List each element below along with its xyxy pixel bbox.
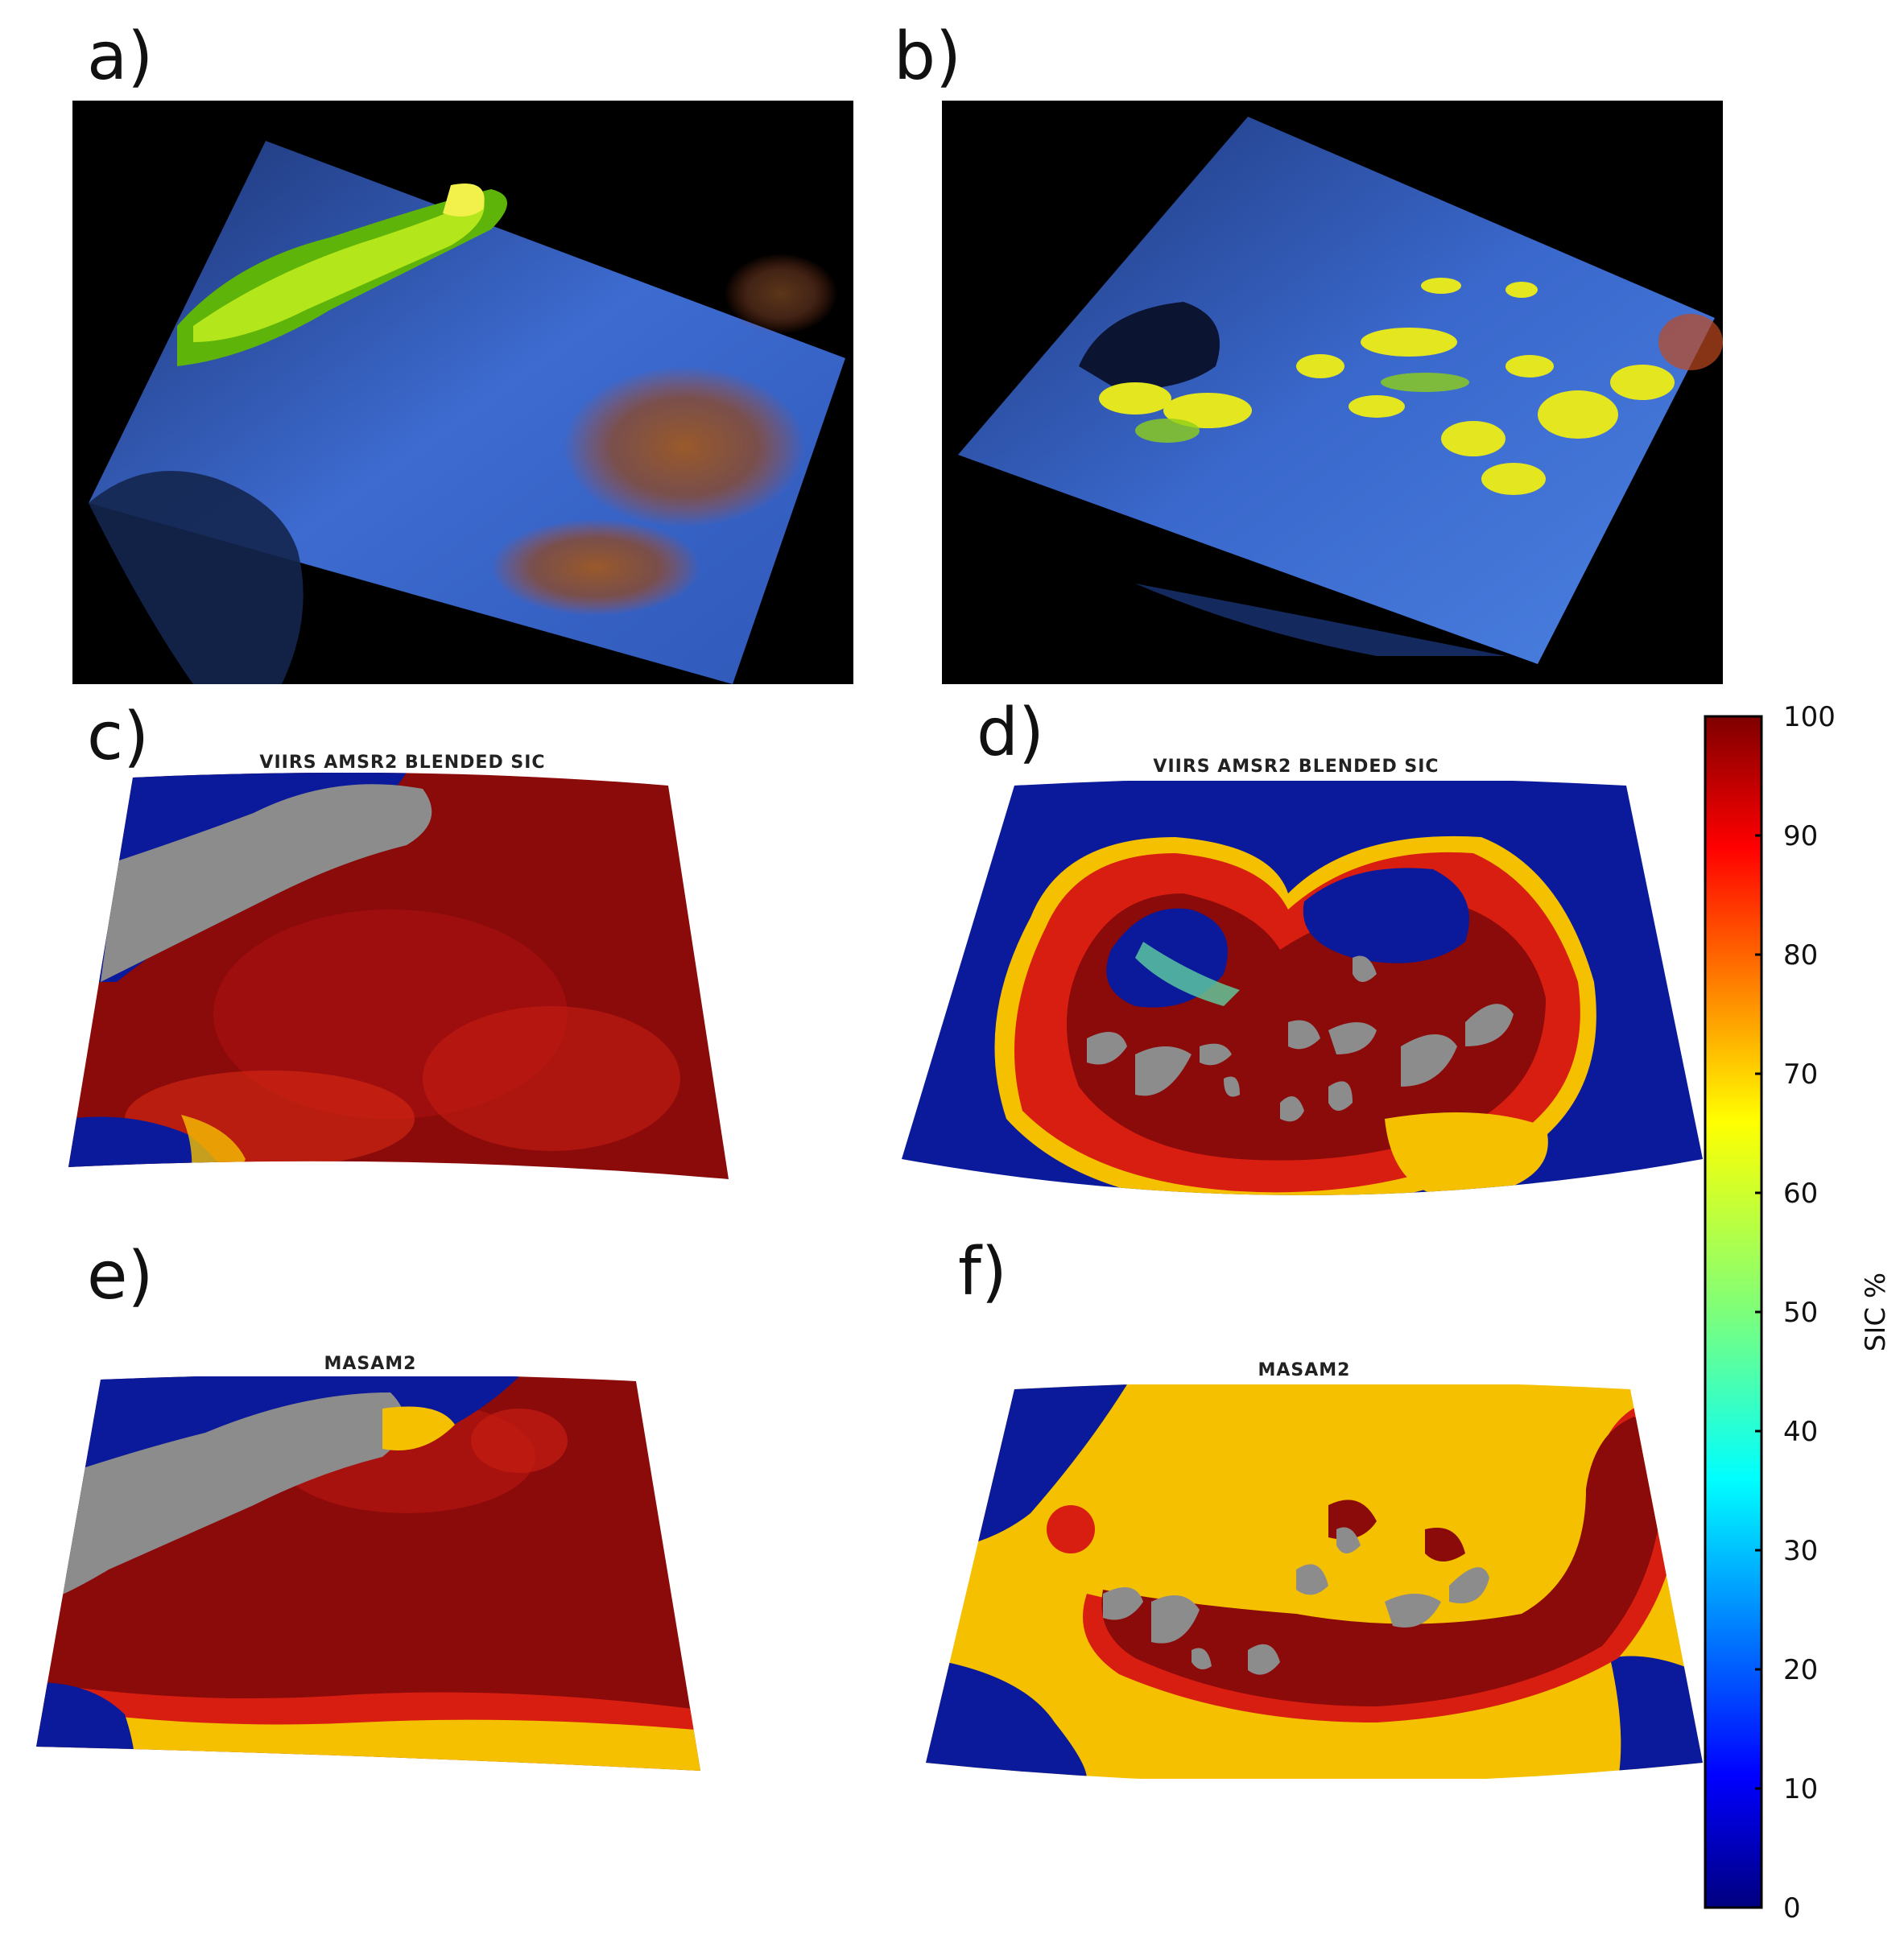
- satellite-image-b: [942, 101, 1723, 684]
- sic-map-e: [36, 1376, 700, 1771]
- colorbar-tick: 70: [1783, 1058, 1819, 1091]
- swath-b: [958, 117, 1715, 664]
- panel-label-d: d): [977, 695, 1045, 771]
- panel-label-c: c): [87, 699, 150, 775]
- panel-label-a: a): [87, 19, 154, 95]
- colorbar-tick: 80: [1783, 939, 1819, 972]
- colorbar-tick: 40: [1783, 1416, 1819, 1448]
- colorbar-tick: 60: [1783, 1178, 1819, 1210]
- colorbar-label: SIC %: [1860, 1272, 1892, 1352]
- colorbar-tick: 90: [1783, 820, 1819, 852]
- sic-map-f: [926, 1384, 1703, 1779]
- satellite-image-a: [72, 101, 853, 684]
- sic-map-d: [902, 781, 1703, 1195]
- panel-title-e: MASAM2: [324, 1354, 417, 1374]
- panel-title-d: VIIRS AMSR2 BLENDED SIC: [1153, 757, 1439, 777]
- panel-title-c: VIIRS AMSR2 BLENDED SIC: [259, 753, 546, 773]
- colorbar: [1704, 715, 1763, 1909]
- colorbar-tick: 0: [1783, 1892, 1801, 1925]
- colorbar-tick: 100: [1783, 701, 1836, 733]
- panel-label-b: b): [894, 19, 962, 95]
- colorbar-tick: 10: [1783, 1773, 1819, 1805]
- panel-label-e: e): [87, 1238, 154, 1314]
- colorbar-tick: 30: [1783, 1535, 1819, 1567]
- sic-map-c: [68, 773, 729, 1180]
- colorbar-tick: 20: [1783, 1654, 1819, 1686]
- panel-title-f: MASAM2: [1258, 1360, 1351, 1380]
- panel-label-f: f): [958, 1234, 1007, 1310]
- colorbar-tick: 50: [1783, 1297, 1819, 1329]
